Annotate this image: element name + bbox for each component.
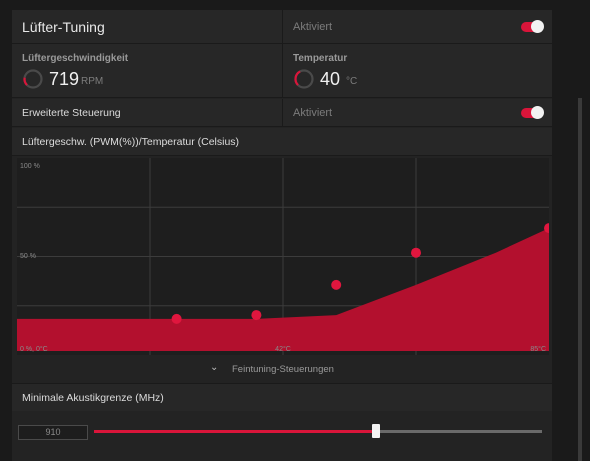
x-tick-label: 85°C xyxy=(530,345,546,353)
advanced-label-cell: Erweiterte Steuerung xyxy=(12,99,282,126)
advanced-toggle-cell: Aktiviert xyxy=(282,99,552,126)
temperature-unit: °C xyxy=(346,76,358,87)
fan-speed-cell: Lüftergeschwindigkeit 719 RPM xyxy=(12,44,282,97)
acoustic-limit-slider-row: 910 xyxy=(12,411,552,451)
curve-point[interactable] xyxy=(171,313,182,324)
acoustic-limit-slider-track[interactable] xyxy=(94,430,542,433)
advanced-control-row: Erweiterte Steuerung Aktiviert xyxy=(12,99,552,127)
y-tick-label: 0 %, 0°C xyxy=(20,345,48,353)
advanced-status: Aktiviert xyxy=(293,107,333,119)
curve-point[interactable] xyxy=(251,310,262,321)
fan-speed-label: Lüftergeschwindigkeit xyxy=(22,53,129,64)
fan-curve-area xyxy=(17,228,549,351)
chevron-down-icon: ⌄ xyxy=(210,362,219,373)
fan-tuning-status: Aktiviert xyxy=(293,21,333,33)
chart-title: Lüftergeschw. (PWM(%))/Temperatur (Celsi… xyxy=(22,136,240,148)
fan-speed-gauge-icon xyxy=(23,69,43,89)
scrollbar[interactable] xyxy=(578,98,582,461)
y-tick-label: 50 % xyxy=(20,253,36,260)
temperature-value: 40 xyxy=(320,69,341,89)
fan-tuning-title-cell: Lüfter-Tuning xyxy=(12,10,282,43)
toggle-knob xyxy=(531,20,544,33)
fan-tuning-panel: Lüfter-Tuning Aktiviert Lüftergeschwindi… xyxy=(12,10,554,461)
toggle-knob xyxy=(531,106,544,119)
temperature-cell: Temperatur 40 °C xyxy=(282,44,552,97)
page-title: Lüfter-Tuning xyxy=(22,19,105,35)
fine-tuning-label: Feintuning-Steuerungen xyxy=(232,364,334,375)
x-tick-label: 42°C xyxy=(275,345,291,353)
stats-row: Lüftergeschwindigkeit 719 RPM Temperatur… xyxy=(12,44,552,98)
advanced-control-label: Erweiterte Steuerung xyxy=(22,107,121,119)
curve-point[interactable] xyxy=(331,279,342,290)
y-tick-label: 100 % xyxy=(20,163,40,170)
advanced-control-toggle[interactable] xyxy=(521,106,544,119)
fan-tuning-toggle[interactable] xyxy=(521,20,544,33)
chart-title-row: Lüftergeschw. (PWM(%))/Temperatur (Celsi… xyxy=(12,128,552,156)
acoustic-limit-label: Minimale Akustikgrenze (MHz) xyxy=(22,392,164,404)
slider-fill xyxy=(94,430,377,433)
curve-point[interactable] xyxy=(411,247,421,258)
temperature-label: Temperatur xyxy=(293,53,348,64)
temperature-gauge-icon xyxy=(294,69,314,89)
fan-tuning-toggle-cell: Aktiviert xyxy=(282,10,552,43)
fan-tuning-header: Lüfter-Tuning Aktiviert xyxy=(12,10,552,44)
fine-tuning-toggle[interactable]: ⌄ Feintuning-Steuerungen xyxy=(12,357,552,384)
fan-speed-value: 719 xyxy=(49,69,80,89)
acoustic-limit-slider-thumb[interactable] xyxy=(372,424,381,438)
fan-curve-chart[interactable]: 100 % 50 % 0 %, 0°C 42°C 85°C xyxy=(17,158,554,355)
acoustic-limit-input[interactable]: 910 xyxy=(18,425,88,440)
fan-speed-unit: RPM xyxy=(81,76,104,87)
acoustic-limit-row: Minimale Akustikgrenze (MHz) xyxy=(12,384,552,411)
fan-curve-svg[interactable]: 100 % 50 % 0 %, 0°C 42°C 85°C xyxy=(17,158,554,355)
